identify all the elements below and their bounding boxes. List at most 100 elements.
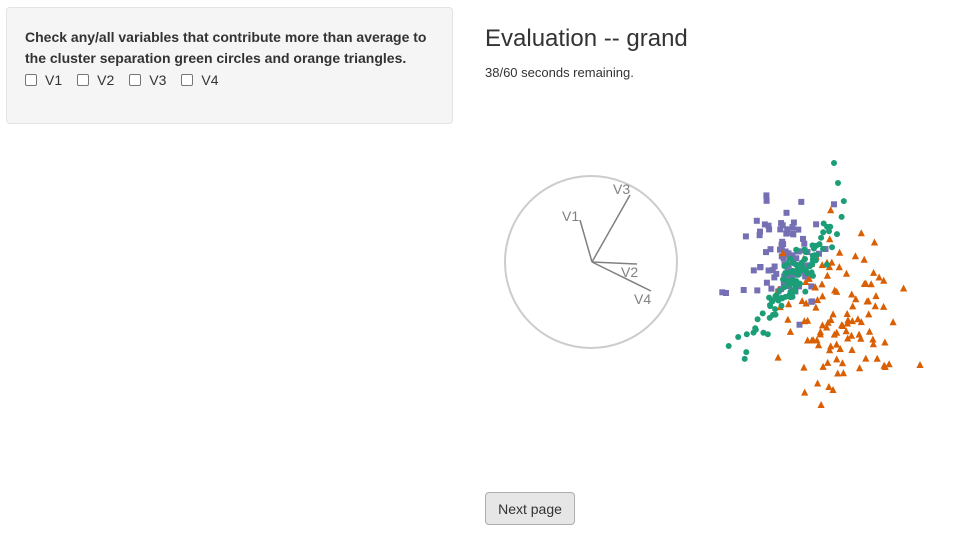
- green-circle-point: [795, 271, 802, 278]
- green-circle-point: [781, 263, 788, 270]
- orange-triangle-point: [815, 341, 823, 349]
- orange-triangle-point: [805, 274, 813, 282]
- tour-plot: V1 V2 V3 V4: [504, 160, 924, 408]
- green-circle-point: [776, 287, 783, 294]
- purple-square-point: [808, 283, 815, 290]
- orange-triangle-point: [825, 263, 833, 271]
- scatter-points: [719, 160, 924, 408]
- question-panel: Check any/all variables that contribute …: [6, 7, 453, 124]
- orange-triangle-point: [833, 287, 841, 295]
- orange-triangle-point: [875, 273, 883, 281]
- orange-triangle-point: [824, 318, 832, 326]
- green-circle-point: [750, 329, 757, 336]
- orange-triangle-point: [813, 336, 821, 344]
- axes-reference: V1 V2 V3 V4: [504, 175, 678, 349]
- green-circle-point: [790, 259, 797, 266]
- purple-square-point: [789, 252, 796, 259]
- orange-triangle-point: [825, 383, 833, 390]
- purple-square-point: [813, 221, 820, 228]
- green-circle-point: [796, 280, 803, 287]
- axes-reference-circle: [504, 175, 678, 349]
- purple-square-point: [800, 235, 806, 242]
- orange-triangle-point: [839, 369, 847, 377]
- purple-square-point: [790, 219, 797, 226]
- purple-square-point: [757, 228, 763, 235]
- orange-triangle-point: [881, 338, 889, 346]
- green-circle-point: [790, 279, 797, 286]
- orange-triangle-point: [842, 327, 850, 335]
- orange-triangle-point: [916, 361, 924, 368]
- orange-triangle-point: [819, 362, 827, 370]
- purple-square-point: [761, 221, 768, 228]
- green-circle-point: [820, 229, 827, 236]
- axis-label-v3: V3: [613, 181, 630, 197]
- orange-triangle-point: [818, 321, 827, 329]
- green-circle-point: [793, 246, 800, 253]
- orange-triangle-point: [854, 315, 862, 323]
- checkbox-v4[interactable]: V4: [181, 72, 219, 88]
- purple-square-point: [771, 263, 778, 270]
- checkbox-v3-box[interactable]: [129, 74, 142, 86]
- orange-triangle-point: [885, 360, 893, 368]
- purple-square-point: [767, 246, 774, 253]
- orange-triangle-point: [844, 316, 852, 324]
- orange-triangle-point: [818, 261, 826, 269]
- green-circle-point: [831, 160, 837, 166]
- checkbox-v1-box[interactable]: [25, 74, 37, 86]
- orange-triangle-point: [880, 302, 888, 310]
- purple-square-point: [795, 226, 802, 233]
- orange-triangle-point: [881, 363, 889, 370]
- orange-triangle-point: [774, 353, 782, 361]
- axis-line-v2: [591, 261, 638, 265]
- purple-square-point: [781, 273, 788, 280]
- orange-triangle-point: [828, 258, 836, 266]
- orange-triangle-point: [864, 297, 872, 305]
- green-circle-point: [840, 198, 847, 205]
- orange-triangle-point: [857, 229, 865, 237]
- orange-triangle-point: [867, 280, 875, 288]
- orange-triangle-point: [818, 280, 826, 288]
- axis-label-v1: V1: [562, 208, 579, 224]
- orange-triangle-point: [872, 292, 880, 300]
- orange-triangle-point: [826, 346, 834, 354]
- orange-triangle-point: [829, 386, 837, 393]
- orange-triangle-point: [844, 334, 852, 342]
- orange-triangle-point: [843, 310, 851, 317]
- purple-square-point: [778, 220, 785, 227]
- purple-square-point: [780, 241, 787, 248]
- orange-triangle-point: [852, 295, 860, 303]
- checkbox-v4-box[interactable]: [181, 74, 194, 86]
- orange-triangle-point: [833, 340, 841, 348]
- checkbox-v2-box[interactable]: [77, 74, 90, 86]
- checkbox-v3-label: V3: [149, 72, 167, 88]
- orange-triangle-point: [786, 327, 794, 335]
- next-page-button[interactable]: Next page: [485, 492, 575, 525]
- green-circle-point: [802, 256, 808, 262]
- orange-triangle-point: [814, 379, 822, 387]
- orange-triangle-point: [833, 355, 841, 363]
- purple-square-point: [798, 198, 805, 205]
- green-circle-point: [824, 261, 830, 268]
- purple-square-point: [784, 226, 791, 233]
- purple-square-point: [766, 226, 773, 233]
- orange-triangle-point: [857, 334, 865, 342]
- purple-square-point: [769, 267, 776, 274]
- orange-triangle-point: [817, 401, 825, 408]
- checkbox-v1[interactable]: V1: [25, 72, 62, 88]
- orange-triangle-point: [842, 269, 851, 277]
- green-circle-point: [802, 288, 809, 295]
- orange-triangle-point: [889, 318, 897, 326]
- orange-triangle-point: [871, 302, 879, 310]
- purple-square-point: [753, 217, 760, 224]
- orange-triangle-point: [802, 299, 810, 307]
- purple-square-point: [796, 321, 803, 328]
- purple-square-point: [793, 255, 800, 262]
- checkbox-v2[interactable]: V2: [77, 72, 114, 88]
- page-title: Evaluation -- grand: [485, 25, 688, 52]
- axis-line-v3: [591, 194, 631, 263]
- purple-square-point: [777, 226, 784, 233]
- orange-triangle-point: [880, 276, 888, 284]
- purple-square-point: [778, 253, 785, 260]
- green-circle-point: [781, 284, 788, 291]
- checkbox-v3[interactable]: V3: [129, 72, 166, 88]
